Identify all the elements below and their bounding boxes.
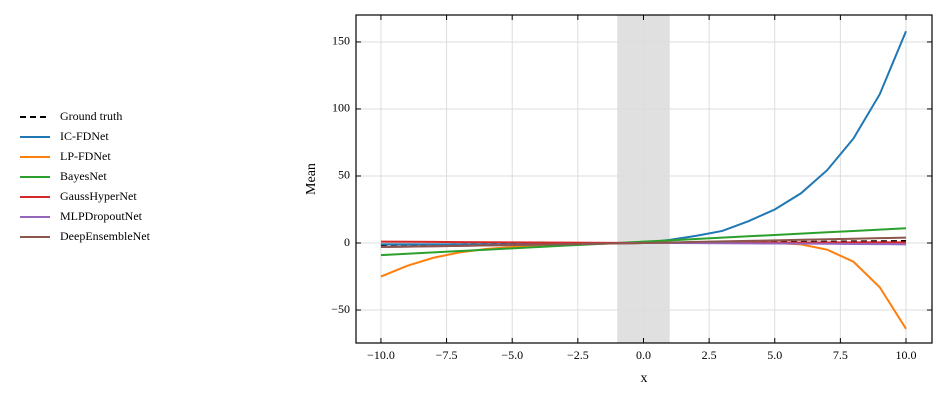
legend-label: GaussHyperNet: [60, 189, 137, 203]
legend-label: BayesNet: [60, 169, 107, 183]
x-tick-label: −5.0: [501, 348, 523, 362]
legend-label: DeepEnsembleNet: [60, 229, 151, 243]
y-axis-label: Mean: [304, 163, 319, 195]
plot-frame: [355, 14, 933, 344]
y-tick-label: 100: [332, 101, 350, 115]
x-tick-label: −2.5: [567, 348, 589, 362]
y-tick-label: 150: [332, 34, 350, 48]
series-line: [380, 236, 907, 249]
y-tick-label: −50: [331, 302, 350, 316]
x-tick-label: 10.0: [896, 348, 917, 362]
series-line: [380, 227, 907, 257]
x-axis-label: x: [641, 371, 648, 386]
x-tick-label: 0.0: [636, 348, 651, 362]
x-tick-label: 7.5: [833, 348, 848, 362]
x-tick-label: −10.0: [367, 348, 395, 362]
x-tick-label: 5.0: [767, 348, 782, 362]
y-tick-label: 0: [344, 235, 350, 249]
legend-label: MLPDropoutNet: [60, 209, 143, 223]
x-tick-label: 2.5: [702, 348, 717, 362]
legend-label: Ground truth: [60, 109, 122, 123]
x-tick-label: −7.5: [436, 348, 458, 362]
legend-label: LP-FDNet: [60, 149, 111, 163]
y-tick-label: 50: [338, 168, 350, 182]
legend-label: IC-FDNet: [60, 129, 109, 143]
